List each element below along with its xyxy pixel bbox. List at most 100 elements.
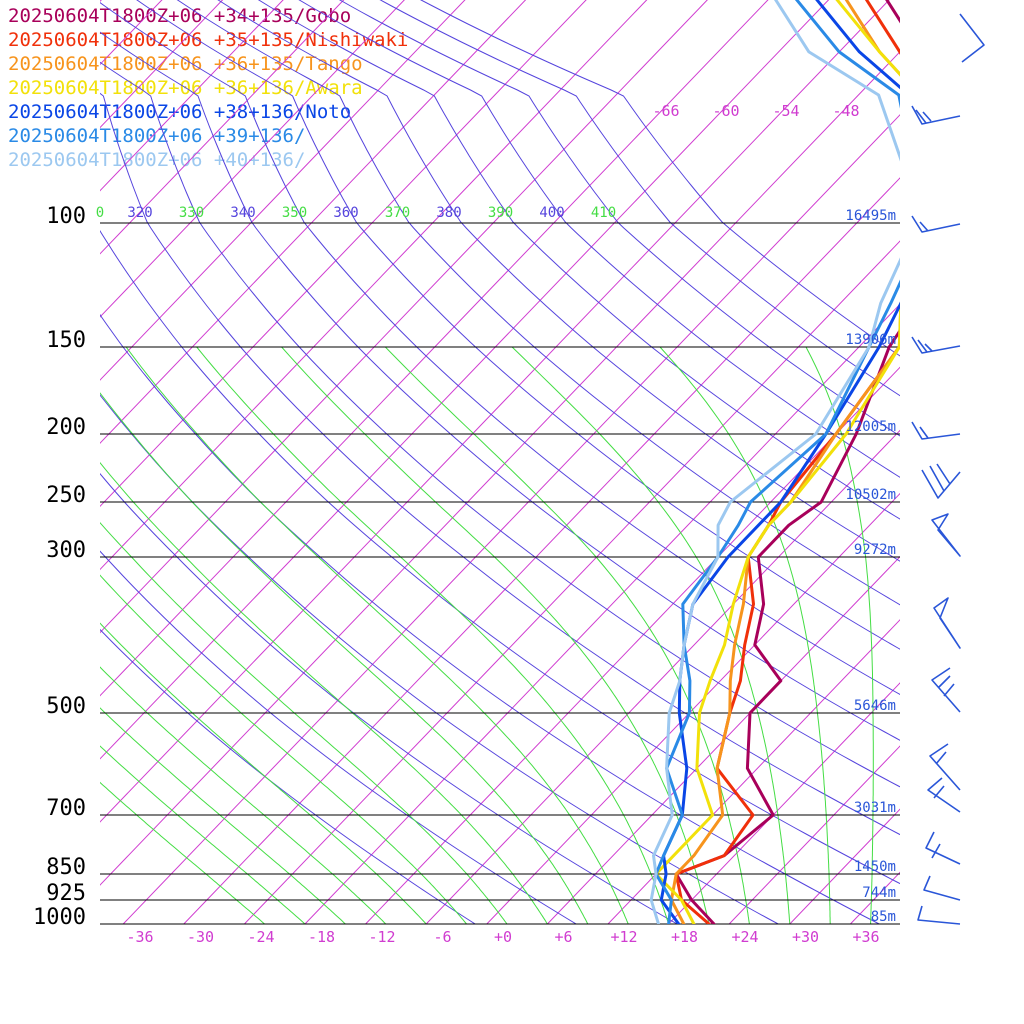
moist-adiabat-line — [659, 346, 831, 924]
temp-tick-label: -6 — [433, 928, 451, 946]
height-label: 85m — [871, 909, 896, 925]
isotherm-line — [100, 0, 284, 192]
profile-line-0 — [674, 0, 900, 924]
dry-adiabat-line — [100, 31, 900, 741]
height-label: 16495m — [845, 208, 896, 224]
isotherm-line — [304, 303, 900, 924]
height-label: 5646m — [854, 698, 896, 714]
isotherm-line — [0, 0, 9, 924]
wind-barb-0 — [959, 13, 985, 63]
pressure-label: 150 — [46, 328, 86, 353]
theta-label: 340 — [230, 205, 255, 221]
temp-tick-label-top: -60 — [712, 102, 739, 120]
temp-tick-label: -30 — [187, 928, 214, 946]
theta-label: 380 — [436, 205, 461, 221]
moist-adiabat-line — [100, 707, 346, 924]
wind-barbs — [911, 13, 985, 925]
moist-adiabat-line — [100, 521, 508, 924]
theta-label: 330 — [179, 205, 204, 221]
legend-entry-2: 20250604T1800Z+06 +36+135/Tango — [8, 53, 363, 75]
dry-adiabat-line — [176, 0, 900, 606]
temp-tick-label: +0 — [494, 928, 512, 946]
isotherm-line — [100, 0, 769, 697]
dry-adiabat-line — [338, 0, 900, 437]
isotherm-line — [100, 0, 890, 823]
wind-barb-11 — [925, 831, 961, 865]
wind-barb-5 — [921, 463, 961, 499]
pressure-label: 1000 — [33, 905, 86, 930]
temp-tick-label: +24 — [731, 928, 758, 946]
isotherm-line — [100, 0, 708, 634]
moist-adiabat-line — [511, 346, 791, 924]
moist-adiabat-line — [196, 346, 670, 924]
temp-tick-label: +36 — [852, 928, 879, 946]
height-label: 13906m — [845, 332, 896, 348]
wind-barb-8 — [931, 667, 961, 713]
dry-adiabat-line — [217, 0, 900, 562]
isotherm-line — [100, 50, 900, 886]
profile-line-3 — [654, 0, 900, 924]
wind-barb-7 — [933, 597, 961, 649]
pressure-label: 925 — [46, 881, 86, 906]
moist-adiabat-line — [100, 461, 548, 924]
temperature-profiles — [649, 0, 900, 924]
isotherm-line — [100, 0, 405, 318]
dry-adiabat-line — [100, 61, 900, 788]
legend-entry-6: 20250604T1800Z+06 +40+136/ — [8, 149, 306, 171]
temp-tick-label: -24 — [247, 928, 274, 946]
profile-line-6 — [649, 0, 900, 924]
temp-tick-label-top: -54 — [772, 102, 799, 120]
height-label: 9272m — [854, 542, 896, 558]
height-label: 12005m — [845, 419, 896, 435]
isotherm-line — [122, 114, 900, 924]
moist-adiabat-lines — [100, 346, 874, 924]
height-label: 3031m — [854, 800, 896, 816]
dry-adiabat-line — [100, 472, 678, 924]
pressure-label: 250 — [46, 483, 86, 508]
wind-barb-3 — [911, 336, 961, 354]
wind-barb-9 — [929, 743, 961, 791]
temp-tick-label: -36 — [126, 928, 153, 946]
temp-tick-label: +6 — [554, 928, 572, 946]
legend-entry-5: 20250604T1800Z+06 +39+136/ — [8, 125, 306, 147]
temp-tick-label: -12 — [368, 928, 395, 946]
dry-adiabat-line — [100, 628, 476, 924]
theta-label: 370 — [385, 205, 410, 221]
isotherm-line — [911, 0, 1024, 924]
theta-label: 0 — [96, 205, 104, 221]
pressure-label: 500 — [46, 694, 86, 719]
isotherm-line — [607, 619, 900, 924]
isotherm-line — [100, 0, 466, 381]
pressure-label: 200 — [46, 415, 86, 440]
temp-tick-label: +30 — [792, 928, 819, 946]
isotherm-line — [728, 745, 900, 924]
dry-adiabat-line — [100, 394, 779, 924]
isotherm-line — [100, 0, 224, 129]
pressure-label: 700 — [46, 796, 86, 821]
dry-adiabat-line — [257, 0, 900, 520]
isotherm-line — [100, 0, 345, 255]
dry-adiabat-line — [100, 92, 900, 836]
moist-adiabat-line — [100, 745, 306, 924]
dry-adiabat-line — [136, 0, 900, 650]
isotherm-line — [425, 429, 900, 924]
pressure-label: 850 — [46, 855, 86, 880]
height-label: 1450m — [854, 859, 896, 875]
moist-adiabat-line — [805, 346, 874, 924]
wind-barb-4 — [911, 421, 961, 440]
isobar-lines — [100, 222, 900, 925]
isotherm-line — [486, 492, 900, 924]
isotherm-line — [100, 0, 587, 508]
moist-adiabat-line — [125, 346, 629, 924]
isotherm-line — [100, 0, 102, 3]
moist-adiabat-line — [100, 666, 387, 924]
dry-adiabat-line — [100, 229, 900, 885]
moist-adiabat-line — [100, 622, 427, 924]
moist-adiabat-line — [100, 781, 265, 924]
isotherm-line — [668, 682, 900, 924]
isotherm-line — [100, 0, 830, 760]
dry-adiabat-line — [100, 313, 880, 924]
axis-labels: 100 16495m 150 13906m 200 12005m 250 10502m 300 9… — [33, 102, 896, 946]
dry-adiabat-line — [420, 0, 900, 357]
